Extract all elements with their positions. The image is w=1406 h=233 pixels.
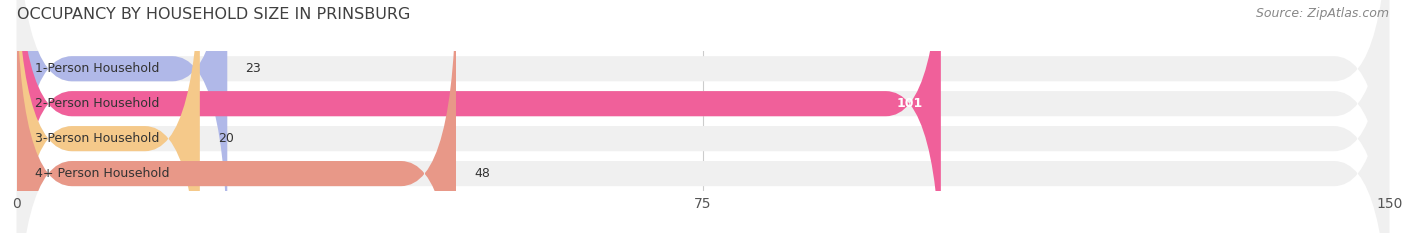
Text: 48: 48 bbox=[474, 167, 491, 180]
Text: 2-Person Household: 2-Person Household bbox=[35, 97, 159, 110]
FancyBboxPatch shape bbox=[17, 0, 228, 233]
Text: 101: 101 bbox=[896, 97, 922, 110]
Text: 23: 23 bbox=[246, 62, 262, 75]
Text: 20: 20 bbox=[218, 132, 233, 145]
FancyBboxPatch shape bbox=[17, 0, 1389, 233]
Text: Source: ZipAtlas.com: Source: ZipAtlas.com bbox=[1256, 7, 1389, 20]
FancyBboxPatch shape bbox=[17, 0, 200, 233]
Text: 1-Person Household: 1-Person Household bbox=[35, 62, 159, 75]
Text: 3-Person Household: 3-Person Household bbox=[35, 132, 159, 145]
FancyBboxPatch shape bbox=[17, 0, 1389, 233]
FancyBboxPatch shape bbox=[17, 0, 1389, 233]
FancyBboxPatch shape bbox=[17, 0, 1389, 233]
FancyBboxPatch shape bbox=[17, 0, 941, 233]
FancyBboxPatch shape bbox=[17, 0, 456, 233]
Text: OCCUPANCY BY HOUSEHOLD SIZE IN PRINSBURG: OCCUPANCY BY HOUSEHOLD SIZE IN PRINSBURG bbox=[17, 7, 411, 22]
Text: 4+ Person Household: 4+ Person Household bbox=[35, 167, 170, 180]
